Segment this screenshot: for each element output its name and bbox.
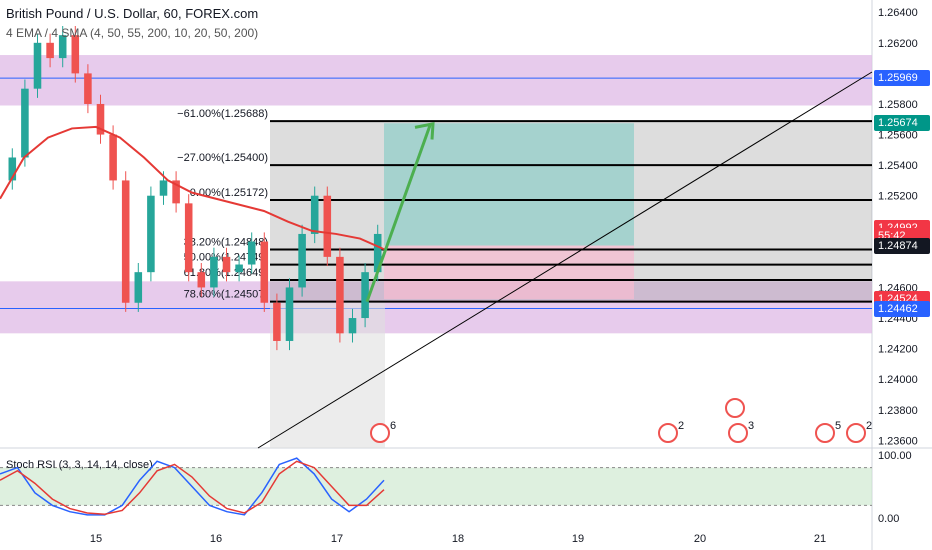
event-marker-icon [725,398,745,418]
fib-label-3: 38.20%(1.24848) [184,237,268,249]
price-tick: 1.26400 [878,7,918,19]
candle-body [184,203,193,273]
fib-label-6: 78.60%(1.24507) [184,289,268,301]
event-marker-icon [815,423,835,443]
chart-title: British Pound / U.S. Dollar, 60, FOREX.c… [6,6,259,21]
candle-body [21,88,29,158]
price-tick: 1.25800 [878,99,918,111]
candle-body [323,195,332,257]
time-tick: 19 [572,533,584,545]
indicator-legend: 4 EMA / 4 SMA (4, 50, 55, 200, 10, 20, 5… [6,26,259,40]
stoch-band [0,467,872,506]
event-marker-count: 2 [866,420,872,432]
fib-label-0: −61.00%(1.25688) [177,108,268,120]
candle-body [159,180,168,196]
candle-body [33,42,42,89]
stoch-k-line [0,457,385,516]
event-marker-count: 2 [678,420,684,432]
candle-body [172,180,180,204]
candle-body [197,272,206,288]
time-tick: 17 [331,533,343,545]
price-tag: 1.25969 [874,70,930,87]
candle-body [285,287,294,341]
candle-body [235,264,243,273]
event-marker-count: 5 [835,420,841,432]
stoch-tick: 100.00 [878,450,912,462]
stoch-label: Stoch RSI (3, 3, 14, 14, close) [6,459,153,471]
candle-body [134,272,143,303]
candle-body [373,233,382,273]
time-tick: 18 [452,533,464,545]
price-tag: 1.25674 [874,115,930,132]
candle-body [84,73,92,104]
candle-body [96,103,105,135]
candle-body [210,256,218,288]
time-tick: 16 [210,533,222,545]
projection-arrowhead [414,122,435,140]
price-tick: 1.25600 [878,130,918,142]
candle-body [8,157,17,181]
fib-label-2: 0.00%(1.25172) [190,187,268,199]
price-tick: 1.24000 [878,374,918,386]
time-tick: 21 [814,533,826,545]
candle-body [361,272,369,319]
stoch-tick: 0.00 [878,513,899,525]
candle-body [336,256,344,334]
candle-body [260,241,269,303]
stop-loss-zone [384,245,634,300]
price-tick: 1.25200 [878,191,918,203]
candle-body [46,42,54,59]
event-marker-icon [846,423,866,443]
price-tick: 1.23600 [878,435,918,447]
price-tick: 1.23800 [878,405,918,417]
take-profit-zone [384,123,634,246]
price-tick: 1.24200 [878,344,918,356]
candle-body [273,302,281,341]
price-tick: 1.26200 [878,38,918,50]
candle-body [348,318,357,334]
event-marker-icon [728,423,748,443]
event-marker-icon [370,423,390,443]
fib-label-1: −27.00%(1.25400) [177,152,268,164]
candle-body [58,35,67,59]
ema-line [0,125,385,251]
event-marker-count: 3 [748,420,754,432]
price-tick: 1.25400 [878,160,918,172]
candle-body [298,233,306,288]
price-tag: 1.24462 [874,300,930,317]
candle-body [310,195,319,234]
candle-body [147,195,155,273]
candle-body [121,180,130,303]
candle-body [222,256,231,273]
candle-body [247,241,256,265]
stoch-d-line [0,460,385,515]
candle-body [109,134,117,181]
trend-line [257,71,873,449]
event-marker-icon [658,423,678,443]
price-tag: 1.24874 [874,237,930,254]
candle-body [71,35,80,74]
projection-arrow [365,124,432,303]
time-tick: 20 [694,533,706,545]
zone-resistance [0,55,872,106]
time-tick: 15 [90,533,102,545]
event-marker-count: 6 [390,420,396,432]
